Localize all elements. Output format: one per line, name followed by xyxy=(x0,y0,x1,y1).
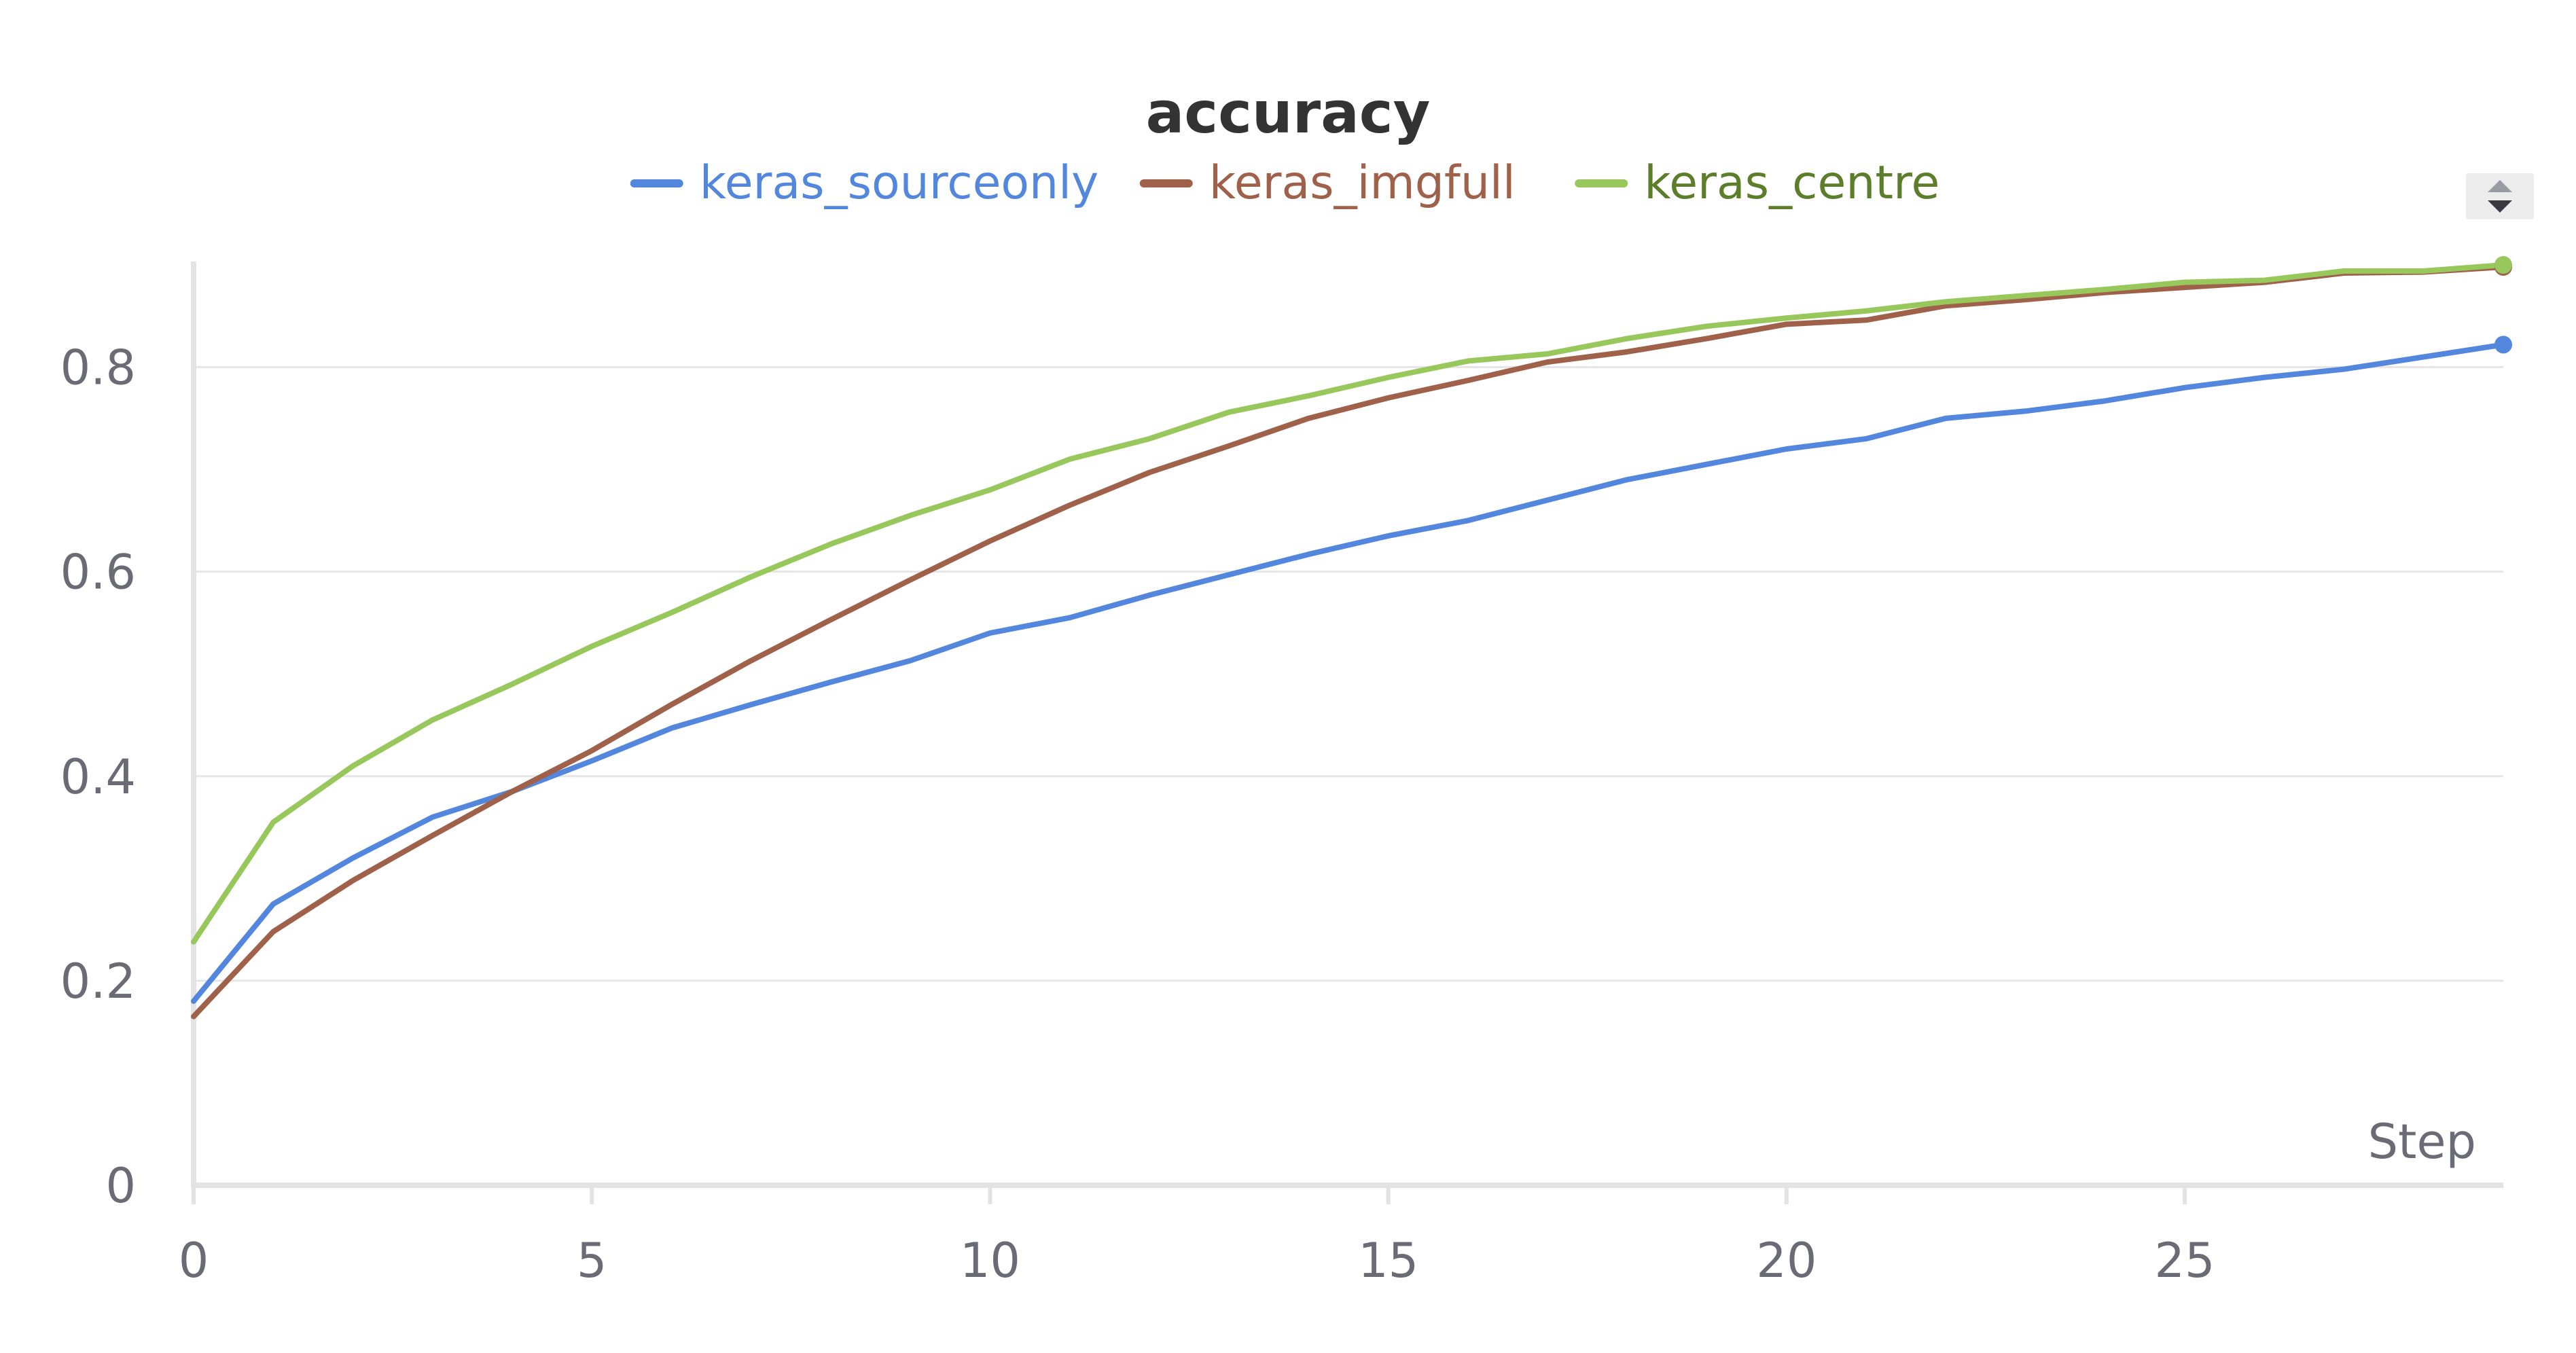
grid-lines xyxy=(194,366,2503,982)
x-tick-label: 10 xyxy=(960,1233,1020,1288)
legend-label: keras_imgfull xyxy=(1209,156,1516,210)
series-line-keras_imgfull xyxy=(191,264,2506,1020)
x-tick-label: 5 xyxy=(577,1233,607,1288)
legend: keras_sourceonly keras_imgfull keras_centr… xyxy=(630,156,1939,210)
x-tick-label: 15 xyxy=(1358,1233,1418,1288)
y-tick-label: 0.6 xyxy=(60,545,136,600)
series-lines xyxy=(191,262,2506,1020)
tick-labels: 0 0.2 0.4 0.6 0.8 0 5 10 15 20 25 xyxy=(60,340,2215,1288)
y-tick-label: 0.4 xyxy=(60,749,136,805)
sort-button-background[interactable] xyxy=(2466,173,2534,219)
x-tick-label: 20 xyxy=(1756,1233,1817,1288)
legend-sort-button[interactable] xyxy=(2466,173,2534,219)
legend-item-keras_imgfull[interactable]: keras_imgfull xyxy=(1139,156,1516,210)
sort-up-down-icon xyxy=(2488,180,2512,213)
chart-title: accuracy xyxy=(1146,79,1431,146)
legend-item-keras_sourceonly[interactable]: keras_sourceonly xyxy=(630,156,1099,210)
series-line-keras_sourceonly xyxy=(191,342,2506,1004)
x-tick-label: 0 xyxy=(179,1233,209,1288)
x-axis-title: Step xyxy=(2368,1114,2476,1170)
legend-label: keras_centre xyxy=(1644,156,1939,210)
y-tick-label: 0 xyxy=(105,1158,136,1214)
series-endpoints xyxy=(2494,256,2512,354)
legend-label: keras_sourceonly xyxy=(700,156,1099,210)
series-endpoint-keras_centre xyxy=(2494,256,2512,274)
legend-item-keras_centre[interactable]: keras_centre xyxy=(1575,156,1939,210)
x-tick-label: 25 xyxy=(2154,1233,2215,1288)
axes xyxy=(191,261,2503,1204)
y-tick-label: 0.2 xyxy=(60,954,136,1009)
series-endpoint-keras_sourceonly xyxy=(2494,336,2512,354)
series-line-keras_centre xyxy=(191,262,2506,945)
y-tick-label: 0.8 xyxy=(60,340,136,396)
